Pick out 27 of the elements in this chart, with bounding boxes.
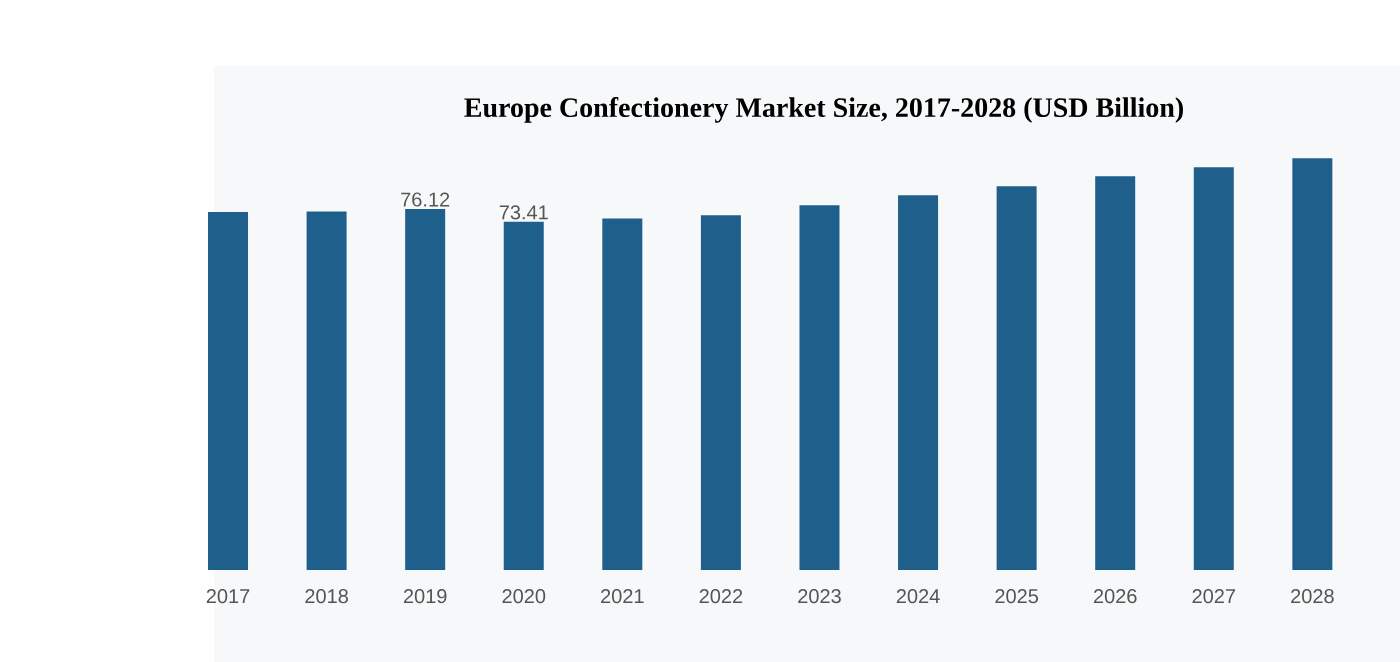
x-tick-label: 2025 — [995, 589, 1039, 604]
chart-title: Europe Confectionery Market Size, 2017-2028 (USD Billion) — [464, 97, 1183, 123]
bar — [799, 205, 840, 570]
bar — [208, 211, 249, 570]
bar — [602, 218, 643, 570]
x-tick-label: 2019 — [403, 589, 447, 604]
x-tick-label: 2027 — [1192, 589, 1236, 604]
bar — [1095, 176, 1136, 570]
bar — [405, 208, 446, 570]
x-tick-label: 2022 — [699, 589, 743, 604]
bar — [898, 195, 939, 570]
x-tick-label: 2024 — [896, 589, 940, 604]
x-tick-label: 2020 — [502, 589, 546, 604]
data-label: 73.41 — [499, 205, 548, 220]
x-tick-label: 2017 — [206, 589, 250, 604]
data-label: 76.12 — [401, 192, 450, 207]
bar — [1193, 167, 1234, 570]
bar — [306, 211, 347, 570]
x-tick-label: 2018 — [305, 589, 348, 604]
bar — [1292, 158, 1333, 570]
x-tick-label: 2028 — [1291, 589, 1334, 604]
x-tick-label: 2023 — [798, 589, 841, 604]
bar — [503, 221, 544, 570]
bar — [700, 215, 741, 570]
x-tick-label: 2021 — [601, 589, 644, 604]
x-tick-label: 2026 — [1093, 589, 1137, 604]
bar — [996, 186, 1037, 570]
